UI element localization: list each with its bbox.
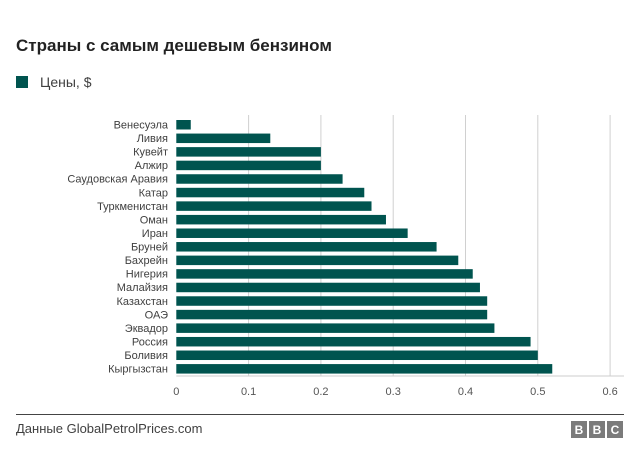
chart-title: Страны с самым дешевым бензином (16, 36, 332, 55)
legend: Цены, $ (16, 74, 92, 90)
bar (176, 160, 321, 171)
x-tick-label: 0.5 (530, 386, 545, 398)
x-tick-label: 0.2 (313, 386, 328, 398)
bar (176, 120, 191, 130)
x-tick-label: 0.6 (602, 386, 617, 398)
category-label: Саудовская Аравия (67, 174, 168, 186)
category-label: Кыргызстан (108, 364, 168, 376)
category-label: Туркменистан (97, 201, 168, 213)
category-label: Иран (142, 228, 168, 240)
bar (176, 255, 459, 266)
bar (176, 336, 531, 347)
category-label: Эквадор (125, 323, 168, 335)
bbc-logo-c: C (607, 421, 623, 438)
x-tick-label: 0.3 (386, 386, 401, 398)
bbc-logo-b2: B (589, 421, 605, 438)
category-label: Казахстан (116, 296, 168, 308)
category-label: Ливия (137, 133, 168, 145)
bar (176, 282, 480, 293)
bar (176, 201, 372, 211)
category-label: Венесуэла (114, 120, 169, 132)
bbc-logo-b1: B (571, 421, 587, 438)
footer-divider (16, 414, 624, 415)
category-label: Боливия (124, 350, 168, 362)
category-label: Бахрейн (125, 255, 168, 267)
category-label: ОАЭ (145, 309, 168, 321)
bar (176, 174, 343, 184)
category-label: Алжир (135, 160, 168, 172)
category-label: Оман (140, 214, 168, 226)
x-tick-label: 0 (173, 386, 179, 398)
bar (176, 214, 386, 225)
legend-swatch (16, 76, 28, 88)
category-label: Малайзия (117, 282, 168, 294)
bar (176, 364, 553, 374)
category-label: Кувейт (133, 147, 168, 159)
bar (176, 350, 538, 361)
bar (176, 187, 365, 198)
bar (176, 147, 321, 157)
category-label: Россия (132, 336, 168, 348)
bar (176, 309, 488, 320)
x-tick-label: 0.4 (458, 386, 473, 398)
category-label: Катар (139, 187, 168, 199)
category-label: Нигерия (126, 269, 168, 281)
legend-label: Цены, $ (40, 74, 92, 90)
bar (176, 323, 495, 333)
x-tick-label: 0.1 (241, 386, 256, 398)
bbc-logo: B B C (571, 421, 623, 438)
bar (176, 228, 408, 238)
bar (176, 269, 473, 279)
category-label: Бруней (131, 242, 168, 254)
source-note: Данные GlobalPetrolPrices.com (16, 421, 203, 436)
bar (176, 296, 488, 306)
bar (176, 133, 271, 144)
bar (176, 242, 437, 252)
